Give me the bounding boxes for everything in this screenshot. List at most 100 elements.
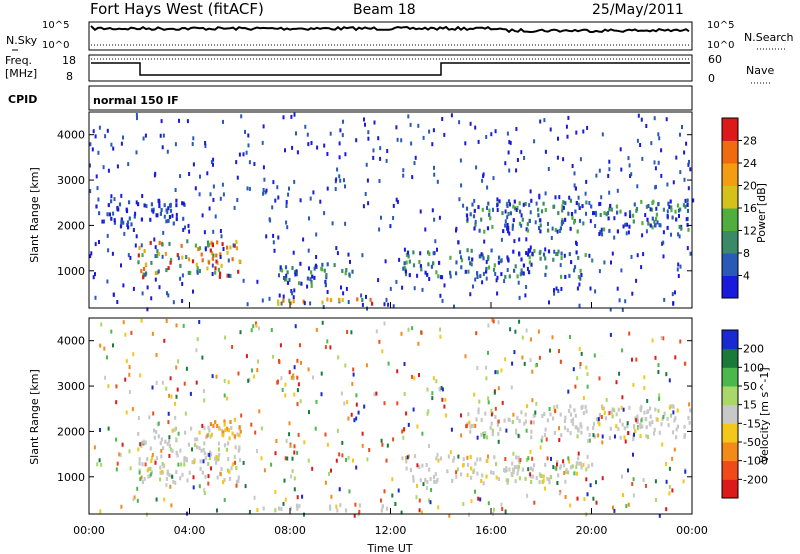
velocity-cell-639 — [293, 487, 296, 492]
velocity-cell-432 — [593, 434, 596, 439]
power-cell-247 — [584, 253, 587, 257]
velocity-cell-843 — [468, 512, 471, 517]
velocity-cell-479 — [460, 433, 463, 438]
power-cell-902 — [666, 182, 669, 187]
velocity-cell-239 — [579, 461, 583, 466]
power-cell-460 — [118, 202, 122, 207]
power-cell-590 — [219, 255, 222, 259]
power-cell-409 — [526, 222, 529, 227]
velocity-cell-860 — [671, 456, 674, 461]
power-cell-833 — [396, 199, 399, 204]
power-cell-937 — [538, 193, 541, 198]
power-cell-16 — [179, 263, 182, 268]
power-cell-127 — [326, 262, 329, 267]
velocity-cell-980 — [326, 442, 329, 447]
power-cell-969 — [598, 269, 601, 274]
power-cell-480 — [107, 203, 110, 208]
power-cell-667 — [555, 286, 558, 291]
power-cell-652 — [528, 203, 531, 208]
velocity-cell-1049 — [176, 387, 179, 392]
velocity-cell-836 — [490, 408, 493, 413]
velocity-cell-824 — [405, 455, 407, 460]
velocity-cell-385 — [639, 422, 642, 427]
power-cell-175 — [568, 252, 571, 257]
velocity-cell-533 — [274, 490, 277, 494]
velocity-cell-848 — [254, 430, 257, 435]
power-cell-1006 — [167, 293, 170, 298]
velocity-cell-688 — [586, 372, 589, 377]
power-cell-1064 — [485, 259, 488, 264]
power-cell-62 — [185, 255, 188, 259]
power-cell-252 — [424, 270, 427, 275]
velocity-cell-486 — [621, 474, 623, 479]
velocity-cell-467 — [338, 452, 341, 457]
power-cell-434 — [108, 212, 111, 217]
power-cell-558 — [516, 158, 519, 162]
velocity-cell-806 — [521, 335, 524, 340]
velocity-cell-242 — [466, 462, 470, 467]
power-cell-917 — [339, 128, 342, 133]
velocity-cell-344 — [481, 431, 484, 436]
power-cell-648 — [102, 165, 105, 170]
xtick-label-5: 20:00 — [576, 524, 608, 537]
power-cell-507 — [336, 167, 339, 172]
power-cell-755 — [172, 300, 175, 305]
power-cell-224 — [573, 265, 577, 270]
power-cell-404 — [477, 205, 480, 210]
power-cell-188 — [419, 264, 422, 269]
power-cell-492 — [515, 208, 518, 212]
velocity-cell-394 — [676, 408, 679, 413]
power-cell-846 — [585, 211, 587, 216]
velocity-cell-664 — [509, 327, 512, 332]
power-cell-187 — [545, 265, 548, 270]
velocity-cell-70 — [141, 440, 144, 445]
velocity-cell-488 — [139, 373, 142, 378]
velocity-cell-1028 — [618, 371, 621, 376]
power-cell-437 — [143, 203, 146, 208]
power-cell-1029 — [290, 114, 293, 119]
power-cell-727 — [450, 113, 453, 118]
velocity-cell-934 — [93, 445, 96, 450]
velocity-cell-578 — [495, 475, 498, 480]
velocity-cell-436 — [574, 413, 577, 418]
velocity-cell-123 — [160, 469, 163, 474]
velocity-cell-131 — [187, 442, 190, 447]
velocity-cell-151 — [358, 503, 361, 508]
power-cell-971 — [395, 125, 398, 130]
velocity-cell-606 — [487, 323, 490, 328]
power-cell-839 — [508, 168, 511, 173]
power-cell-28 — [209, 248, 212, 253]
velocity-cell-284 — [418, 465, 421, 470]
velocity-cell-640 — [571, 464, 574, 469]
power-cell-150 — [544, 272, 547, 277]
power-cell-231 — [470, 262, 473, 267]
power-cell-818 — [675, 155, 678, 160]
power-cell-898 — [142, 136, 145, 141]
power-cell-42 — [154, 271, 157, 276]
power-cell-496 — [360, 293, 363, 298]
power-cell-785 — [285, 273, 288, 278]
velocity-cell-652 — [198, 320, 201, 324]
velocity-cell-715 — [115, 400, 118, 405]
velocity-cell-735 — [274, 451, 277, 456]
velocity-cell-1046 — [466, 455, 469, 460]
power-cell-511 — [562, 157, 565, 162]
power-cell-578 — [206, 171, 209, 176]
velocity-cell-450 — [619, 435, 622, 440]
power-cell-66 — [211, 256, 214, 261]
velocity-cell-448 — [633, 425, 636, 430]
power-cell-927 — [272, 180, 275, 185]
velocity-cell-648 — [449, 450, 452, 455]
velocity-cell-647 — [487, 396, 490, 401]
velocity-cell-754 — [598, 376, 601, 381]
velocity-colorbar-tick-7: -200 — [743, 473, 768, 486]
velocity-cell-441 — [639, 406, 642, 411]
power-cell-287 — [670, 205, 673, 210]
velocity-cell-511 — [487, 501, 490, 506]
power-cell-465 — [168, 215, 172, 219]
power-cell-1077 — [315, 263, 317, 268]
velocity-cell-255 — [575, 461, 578, 466]
velocity-cell-416 — [543, 433, 547, 437]
velocity-cell-763 — [501, 400, 504, 405]
